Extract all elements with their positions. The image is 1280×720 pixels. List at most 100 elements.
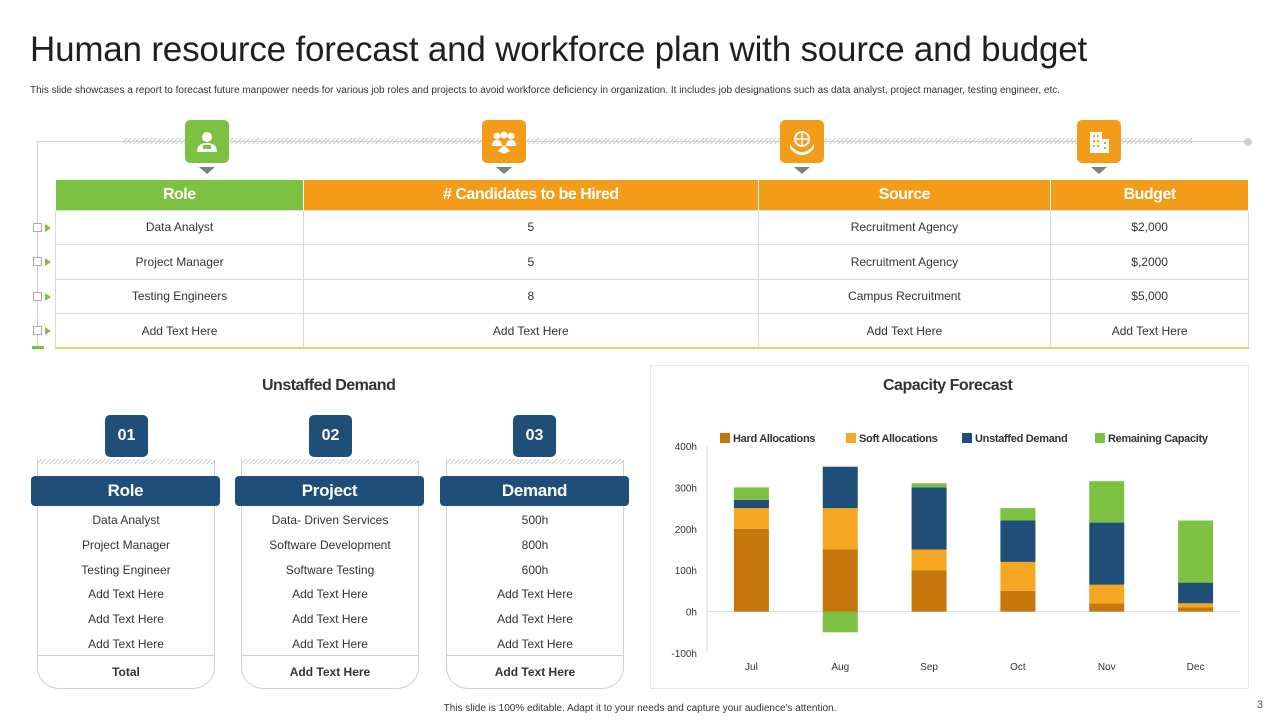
bar-segment [1000,590,1036,612]
cell-budget: $2,000 [1050,209,1249,245]
cell-budget: $5,000 [1050,278,1249,314]
team-icon [482,120,526,163]
table-row: Project Manager 5 Recruitment Agency $,2… [54,244,1249,280]
card-item: Testing Engineer [81,563,171,577]
card-item: Software Development [269,538,391,552]
card-number-badge: 01 [105,415,148,457]
row-marker [33,257,57,267]
card-number-badge: 03 [513,415,556,457]
card-hatch [446,459,624,464]
slide-title: Human resource forecast and workforce pl… [30,30,1088,69]
bar-segment [733,528,769,612]
bar-segment [1178,603,1214,608]
header-budget: Budget [1050,180,1249,210]
cell-budget: $,2000 [1050,244,1249,280]
timeline-hatch [122,138,1192,144]
chart-title: Capacity Forecast [883,377,1013,394]
legend-label: Remaining Capacity [1108,433,1209,445]
cell-source: Add Text Here [757,313,1052,349]
card-hatch [241,459,419,464]
cell-role: Project Manager [54,244,305,280]
card-total: Add Text Here [289,665,371,679]
header-source: Source [758,180,1052,210]
bar-segment [1178,520,1214,583]
row-marker [33,326,57,336]
bar-segment [733,499,769,509]
card-header: Role [31,476,220,506]
bar-segment [822,508,858,550]
card-separator [241,655,419,656]
bar-segment [733,487,769,500]
card-item: Add Text Here [292,612,368,626]
legend-swatch [720,433,730,443]
bar-segment [822,466,858,509]
card-item: Add Text Here [88,587,164,601]
capacity-forecast-chart: 400h 300h 200h 100h 0h -100h Hard Allocations S… [671,433,1240,673]
x-tick-label: Dec [1187,662,1205,673]
row-marker [33,292,57,302]
unstaffed-card-project [241,460,419,689]
unstaffed-demand-title: Unstaffed Demand [262,377,396,394]
pointer-2 [496,167,512,174]
cell-candidates: 8 [303,278,759,314]
y-tick-label: -100h [671,649,697,660]
row-marker [33,223,57,233]
x-tick-label: Nov [1098,662,1116,673]
table-row: Add Text Here Add Text Here Add Text Her… [54,313,1249,349]
x-tick-label: Aug [831,662,849,673]
bar-segment [822,549,858,612]
legend-label: Unstaffed Demand [975,433,1067,445]
card-item: 800h [521,538,549,552]
timeline-end-dot [1244,138,1252,146]
y-tick-label: 100h [675,566,697,577]
card-item: 600h [521,563,549,577]
cell-candidates: Add Text Here [303,313,759,349]
bar-segment [911,487,947,550]
header-role: Role [55,180,305,210]
card-header: Demand [440,476,629,506]
bar-segment [1178,582,1214,604]
bar-segment [1000,520,1036,562]
card-item: Add Text Here [88,637,164,651]
unstaffed-card-role [37,460,215,689]
x-tick-label: Oct [1010,662,1026,673]
bar-segment [1089,481,1125,523]
bar-segment [1089,584,1125,604]
timeline-vertical-line [37,141,38,347]
card-item: Data Analyst [92,513,160,527]
cell-role: Testing Engineers [54,278,305,314]
table-bottom-border [55,347,1249,349]
card-item: Data- Driven Services [271,513,389,527]
bar-segment [911,483,947,488]
card-item: Add Text Here [497,637,573,651]
legend-swatch [846,433,856,443]
cell-role: Data Analyst [54,209,305,245]
footer-note: This slide is 100% editable. Adapt it to… [443,703,837,714]
y-tick-label: 0h [686,608,697,619]
table-header-row: Role # Candidates to be Hired Source Bud… [55,180,1249,210]
card-item: Project Manager [81,538,171,552]
cell-candidates: 5 [303,209,759,245]
card-item: Add Text Here [292,637,368,651]
card-separator [446,655,624,656]
pointer-3 [794,167,810,174]
card-item: Add Text Here [497,587,573,601]
bar-segment [911,549,947,571]
y-tick-label: 200h [675,525,697,536]
timeline-end-tick [32,346,44,349]
table-row: Testing Engineers 8 Campus Recruitment $… [54,278,1249,314]
bar-segment [822,611,858,633]
cell-role: Add Text Here [54,313,305,349]
card-item: Add Text Here [292,587,368,601]
cell-source: Recruitment Agency [757,209,1052,245]
legend-swatch [962,433,972,443]
bar-segment [1089,522,1125,585]
globe-hands-icon [780,120,824,163]
user-icon [185,120,229,163]
pointer-4 [1091,167,1107,174]
bar-segment [1000,561,1036,591]
x-tick-label: Sep [920,662,938,673]
cell-candidates: 5 [303,244,759,280]
header-candidates: # Candidates to be Hired [303,180,759,210]
card-item: Add Text Here [88,612,164,626]
